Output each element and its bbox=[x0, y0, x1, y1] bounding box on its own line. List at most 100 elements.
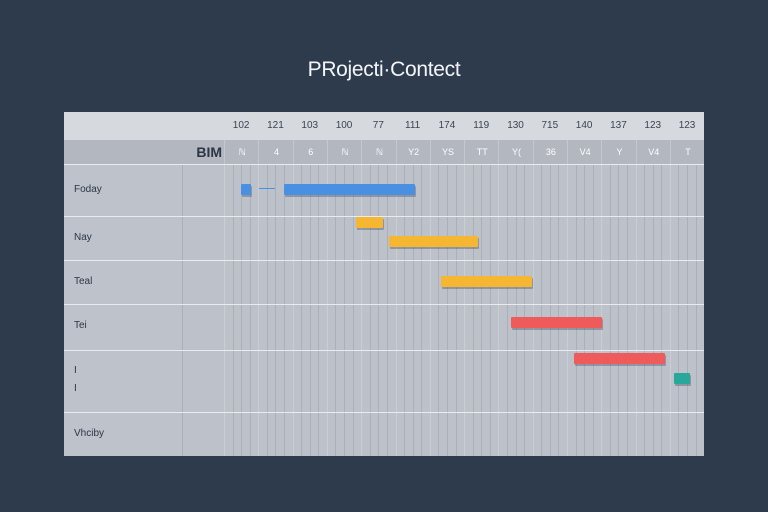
column-sub-label: Τ bbox=[669, 140, 704, 164]
grid-line bbox=[412, 164, 414, 456]
grid-line bbox=[592, 164, 594, 456]
grid-line bbox=[326, 164, 328, 456]
gantt-bar-blue-task[interactable] bbox=[284, 184, 415, 195]
column-sub-label: V4 bbox=[567, 140, 602, 164]
grid-line bbox=[644, 164, 646, 456]
page-title: PRojecti·Contect bbox=[307, 58, 461, 81]
column-sub-label: YS bbox=[429, 140, 465, 164]
header-number-row bbox=[64, 112, 704, 140]
gantt-bar-teal-milestone[interactable] bbox=[674, 373, 690, 384]
grid-line bbox=[584, 164, 586, 456]
grid-line bbox=[429, 164, 431, 456]
row-divider bbox=[64, 350, 704, 351]
grid-line bbox=[524, 164, 526, 456]
grid-line bbox=[489, 164, 491, 456]
row-label: I bbox=[74, 383, 77, 394]
label-separator bbox=[182, 164, 183, 456]
gantt-bar-red-task-2[interactable] bbox=[574, 353, 665, 364]
grid-line bbox=[618, 164, 620, 456]
gantt-bar-yellow-task-2[interactable] bbox=[441, 276, 532, 287]
column-number: 121 bbox=[267, 120, 284, 131]
grid-line bbox=[275, 164, 277, 456]
column-sub-label: ℕ bbox=[326, 140, 362, 164]
gantt-bar-blue-milestone[interactable] bbox=[241, 184, 251, 195]
column-sub-label: Y( bbox=[498, 140, 533, 164]
grid-line bbox=[284, 164, 286, 456]
grid-line bbox=[266, 164, 268, 456]
grid-line bbox=[309, 164, 311, 456]
row-label: I bbox=[74, 365, 77, 376]
column-sub-label: Υ bbox=[601, 140, 636, 164]
corner-label: BIM bbox=[196, 144, 222, 160]
column-number: 715 bbox=[541, 120, 559, 131]
gantt-bar-yellow-small[interactable] bbox=[356, 217, 383, 228]
grid-line bbox=[532, 164, 534, 456]
column-number: 103 bbox=[301, 120, 319, 131]
row-label: Vhciby bbox=[74, 428, 105, 439]
grid-line bbox=[446, 164, 448, 456]
grid-line bbox=[249, 164, 251, 456]
column-sub-label: 4 bbox=[258, 140, 293, 164]
column-sub-label: V4 bbox=[635, 140, 671, 164]
grid-line bbox=[455, 164, 457, 456]
column-sub-label: ΤΤ bbox=[464, 140, 499, 164]
grid-line bbox=[652, 164, 654, 456]
column-number: 174 bbox=[438, 120, 456, 131]
grid-line bbox=[335, 164, 337, 456]
grid-line bbox=[404, 164, 406, 456]
grid-line bbox=[558, 164, 560, 456]
gantt-bar-yellow-task-1[interactable] bbox=[389, 236, 478, 247]
grid-line bbox=[352, 164, 354, 456]
row-divider bbox=[64, 216, 704, 217]
grid-line bbox=[687, 164, 689, 456]
grid-line bbox=[472, 164, 474, 456]
grid-line bbox=[318, 164, 320, 456]
column-sub-label: ℕ bbox=[361, 140, 396, 164]
grid-line bbox=[386, 164, 388, 456]
grid-line bbox=[378, 164, 380, 456]
grid-line bbox=[567, 164, 568, 456]
grid-line bbox=[541, 164, 543, 456]
grid-line bbox=[549, 164, 551, 456]
grid-line bbox=[669, 164, 671, 456]
column-sub-label: Y2 bbox=[395, 140, 431, 164]
grid-line bbox=[481, 164, 483, 456]
column-sub-label: ℕ bbox=[224, 140, 259, 164]
column-number: 140 bbox=[575, 120, 593, 131]
column-number: 123 bbox=[644, 120, 662, 131]
grid-line bbox=[515, 164, 517, 456]
header-sub-row bbox=[64, 140, 704, 164]
row-label: Tei bbox=[74, 320, 87, 331]
grid-line bbox=[421, 164, 423, 456]
row-label-column bbox=[64, 164, 182, 456]
column-number: 77 bbox=[372, 120, 384, 131]
dependency-connector bbox=[259, 188, 275, 189]
grid-line bbox=[301, 164, 303, 456]
grid-line bbox=[635, 164, 637, 456]
grid-line bbox=[627, 164, 629, 456]
gantt-bar-red-task-1[interactable] bbox=[511, 317, 602, 328]
grid-line bbox=[232, 164, 234, 456]
grid-line bbox=[258, 164, 260, 456]
grid-line bbox=[464, 164, 466, 456]
grid-line bbox=[395, 164, 397, 456]
grid-line bbox=[438, 164, 440, 456]
grid-line bbox=[601, 164, 603, 456]
grid-line bbox=[292, 164, 294, 456]
row-divider bbox=[64, 164, 704, 165]
grid-line bbox=[369, 164, 371, 456]
grid-line bbox=[506, 164, 508, 456]
gantt-board: BIM 102 ℕ 121 4 103 6 100 ℕ 77 ℕ 111 Y2 174 YS 119 ΤΤ 13… bbox=[64, 112, 704, 456]
grid-line bbox=[575, 164, 577, 456]
row-label: Foday bbox=[74, 184, 102, 195]
row-label: Nay bbox=[74, 232, 92, 243]
grid-line bbox=[361, 164, 363, 456]
row-divider bbox=[64, 304, 704, 305]
grid-line bbox=[224, 164, 225, 456]
grid-line bbox=[498, 164, 500, 456]
grid-line bbox=[344, 164, 346, 456]
grid-line bbox=[241, 164, 243, 456]
column-number: 130 bbox=[507, 120, 524, 131]
grid-line bbox=[609, 164, 611, 456]
row-label: Teal bbox=[74, 276, 93, 287]
